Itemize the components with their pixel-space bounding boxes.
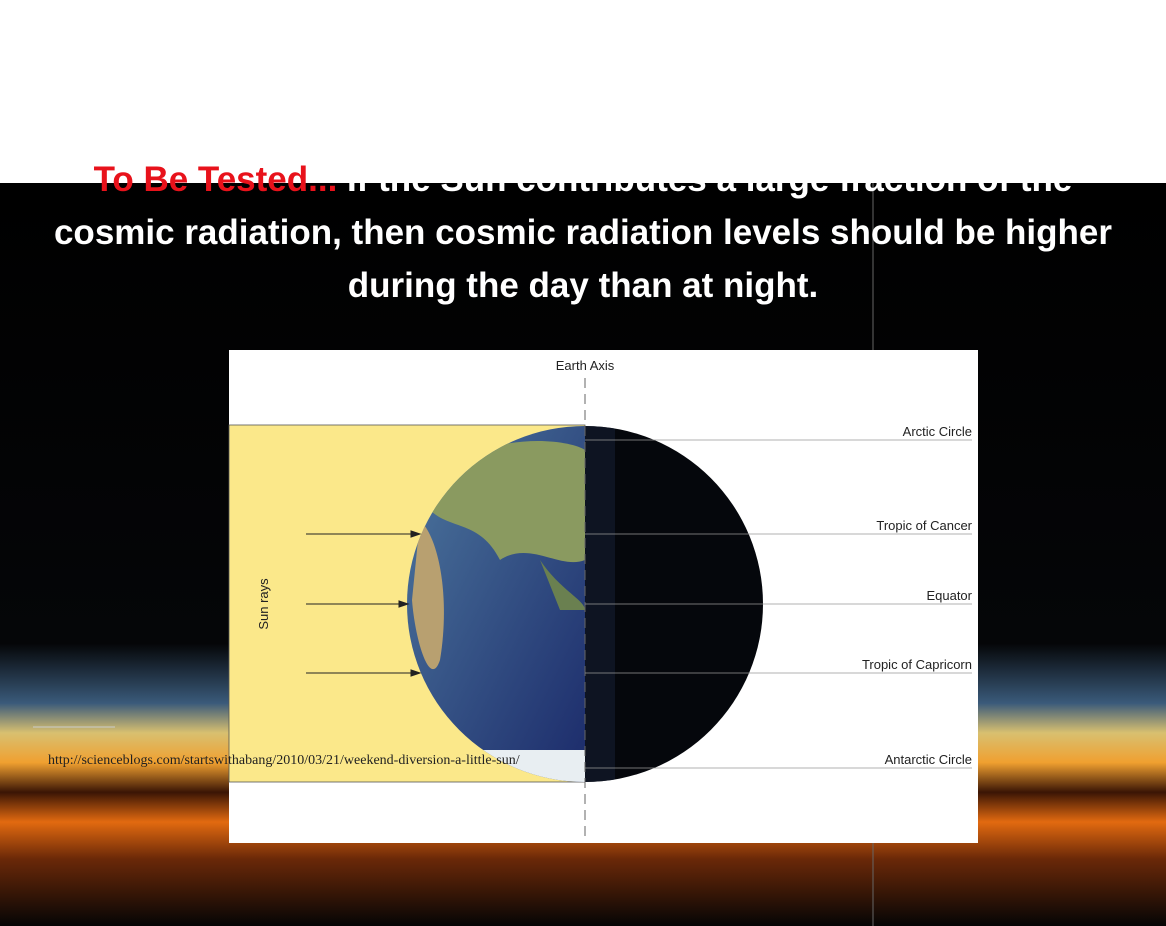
axis-label: Earth Axis bbox=[556, 358, 615, 373]
latitude-label: Equator bbox=[926, 588, 972, 603]
latitude-label: Antarctic Circle bbox=[885, 752, 972, 767]
slide-title: To Be Tested... If the Sun contributes a… bbox=[50, 153, 1116, 312]
latitude-label: Arctic Circle bbox=[903, 424, 972, 439]
diagram: Earth Axis Sun rays Arctic Circle Tropic … bbox=[228, 350, 978, 843]
title-text: If the Sun contributes a large fraction … bbox=[53, 160, 1113, 305]
top-band bbox=[0, 0, 1166, 183]
side-label: Sun rays bbox=[256, 578, 271, 630]
source-url: http://scienceblogs.com/startswithabang/… bbox=[48, 753, 520, 768]
title-highlight: To Be Tested... bbox=[93, 160, 338, 199]
latitude-label: Tropic of Cancer bbox=[876, 518, 972, 533]
latitude-label: Tropic of Capricorn bbox=[862, 657, 972, 672]
